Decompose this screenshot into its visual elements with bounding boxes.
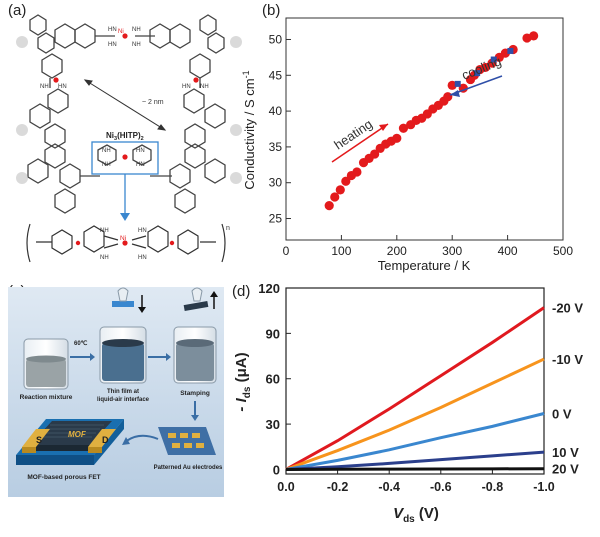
plot-frame <box>285 17 564 241</box>
beaker-film <box>99 287 147 384</box>
iv-line-10V <box>285 450 545 471</box>
caption-film-line1: Thin film at <box>107 389 139 395</box>
x-tick-label: 400 <box>498 244 518 258</box>
caption-temp: 60℃ <box>74 340 88 347</box>
chart-iv-curves: 0.0 -0.2 -0.4 -0.6 -0.8 -1.0 0 30 60 90 120 -20 V… <box>233 281 583 525</box>
data-point-heating <box>324 201 334 211</box>
data-point-cooling <box>474 70 481 77</box>
device-drain-label: D <box>102 435 109 445</box>
y-tick-label: 40 <box>269 104 283 118</box>
data-point-heating <box>341 176 351 186</box>
y-tick-label: 50 <box>269 32 283 46</box>
x-tick-label: 100 <box>331 244 351 258</box>
data-point-heating <box>447 80 457 90</box>
x-tick-label: -1.0 <box>533 480 555 494</box>
data-point-heating <box>443 92 453 102</box>
beaker-stamping <box>173 287 217 384</box>
iv-line-20V <box>285 467 545 471</box>
caption-patterned: Patterned Au electrodes <box>154 465 223 471</box>
x-tick-label: -0.6 <box>430 480 452 494</box>
fet-device <box>16 419 124 465</box>
caption-film-line2: liquid-air interface <box>97 397 150 403</box>
y-tick-label: 25 <box>269 212 283 226</box>
device-mof-label: MOF <box>68 430 87 439</box>
x-tick-label: 500 <box>553 244 573 258</box>
unit-label: Ni3(HITP)2 <box>106 131 144 142</box>
data-point-heating <box>480 62 491 73</box>
data-point-heating <box>330 192 340 202</box>
gate-voltage-label: 20 V <box>552 462 579 477</box>
data-point-cooling <box>490 56 497 63</box>
nh-label: NH <box>200 84 209 90</box>
y-axis-label: Conductivity / S cm-1 <box>241 70 257 189</box>
nh-label: HN <box>182 84 191 90</box>
x-tick-label: -0.8 <box>482 480 504 494</box>
device-source-label: S <box>36 435 42 445</box>
x-axis-label: Vds (V) <box>393 505 439 525</box>
distance-label: ~ 2 nm <box>142 99 164 106</box>
nh-label: NH <box>100 228 109 234</box>
data-point-heating <box>398 123 409 133</box>
data-point-heating <box>335 185 345 195</box>
x-tick-label: -0.2 <box>327 480 349 494</box>
panel-c-schematic: Reaction mixture 60℃ Thin film at liquid… <box>8 287 224 497</box>
iv-line--10V <box>285 357 545 471</box>
data-point-cooling <box>454 80 461 87</box>
nh-label: NH <box>102 162 111 168</box>
gate-voltage-label: -20 V <box>552 301 583 316</box>
nh-label: HN <box>136 148 145 154</box>
nh-label: NH <box>132 42 141 48</box>
y-axis-label: - Ids (μA) <box>233 352 253 411</box>
y-tick-label: 35 <box>269 140 283 154</box>
nh-label: NH <box>40 84 49 90</box>
caption-fet: MOF-based porous FET <box>27 474 100 481</box>
data-point-heating <box>392 133 402 143</box>
x-tick-label: 0.0 <box>277 480 294 494</box>
data-point-heating <box>352 167 362 177</box>
panel-label-b: (b) <box>262 2 281 19</box>
beaker-reaction <box>23 338 69 390</box>
nh-label: HN <box>58 84 67 90</box>
gate-voltage-label: 0 V <box>552 407 572 422</box>
nh-label: NH <box>102 148 111 154</box>
panel-label-a: (a) <box>8 2 27 19</box>
nh-label: HN <box>136 162 145 168</box>
patterned-electrodes <box>158 427 216 455</box>
x-tick-label: 200 <box>387 244 407 258</box>
y-tick-label: 0 <box>273 462 280 477</box>
plot-frame <box>285 287 545 475</box>
iv-line-0V <box>285 412 545 471</box>
x-axis-label: Temperature / K <box>378 258 471 273</box>
repeat-index: n <box>226 225 230 232</box>
iv-line--20V <box>285 306 545 471</box>
nh-label: NH <box>132 27 141 33</box>
gate-voltage-label: -10 V <box>552 352 583 367</box>
ni-text: Ni <box>120 235 126 242</box>
ni-text: Ni <box>118 29 124 35</box>
data-point-heating <box>529 31 539 41</box>
nh-label: HN <box>138 228 147 234</box>
y-tick-label: 45 <box>269 68 283 82</box>
nh-label: HN <box>138 255 147 261</box>
y-tick-label: 60 <box>266 372 280 387</box>
x-tick-label: 300 <box>442 244 462 258</box>
y-tick-label: 120 <box>258 281 280 296</box>
caption-reaction: Reaction mixture <box>20 394 73 401</box>
x-tick-label: 0 <box>283 244 290 258</box>
panel-label-d: (d) <box>232 283 251 300</box>
x-tick-label: -0.4 <box>378 480 400 494</box>
y-tick-label: 90 <box>266 326 280 341</box>
gate-voltage-label: 10 V <box>552 445 579 460</box>
data-point-heating <box>370 149 380 159</box>
nh-label: HN <box>108 42 117 48</box>
nh-label: NH <box>100 255 109 261</box>
panel-a-structure: Ni HN NH HN NH NH HN HN NH NH HN NH HN ~… <box>16 14 242 263</box>
nh-label: HN <box>108 27 117 33</box>
caption-stamping: Stamping <box>180 390 210 397</box>
data-point-cooling <box>507 47 514 54</box>
y-tick-label: 30 <box>266 417 280 432</box>
y-tick-label: 30 <box>269 176 283 190</box>
